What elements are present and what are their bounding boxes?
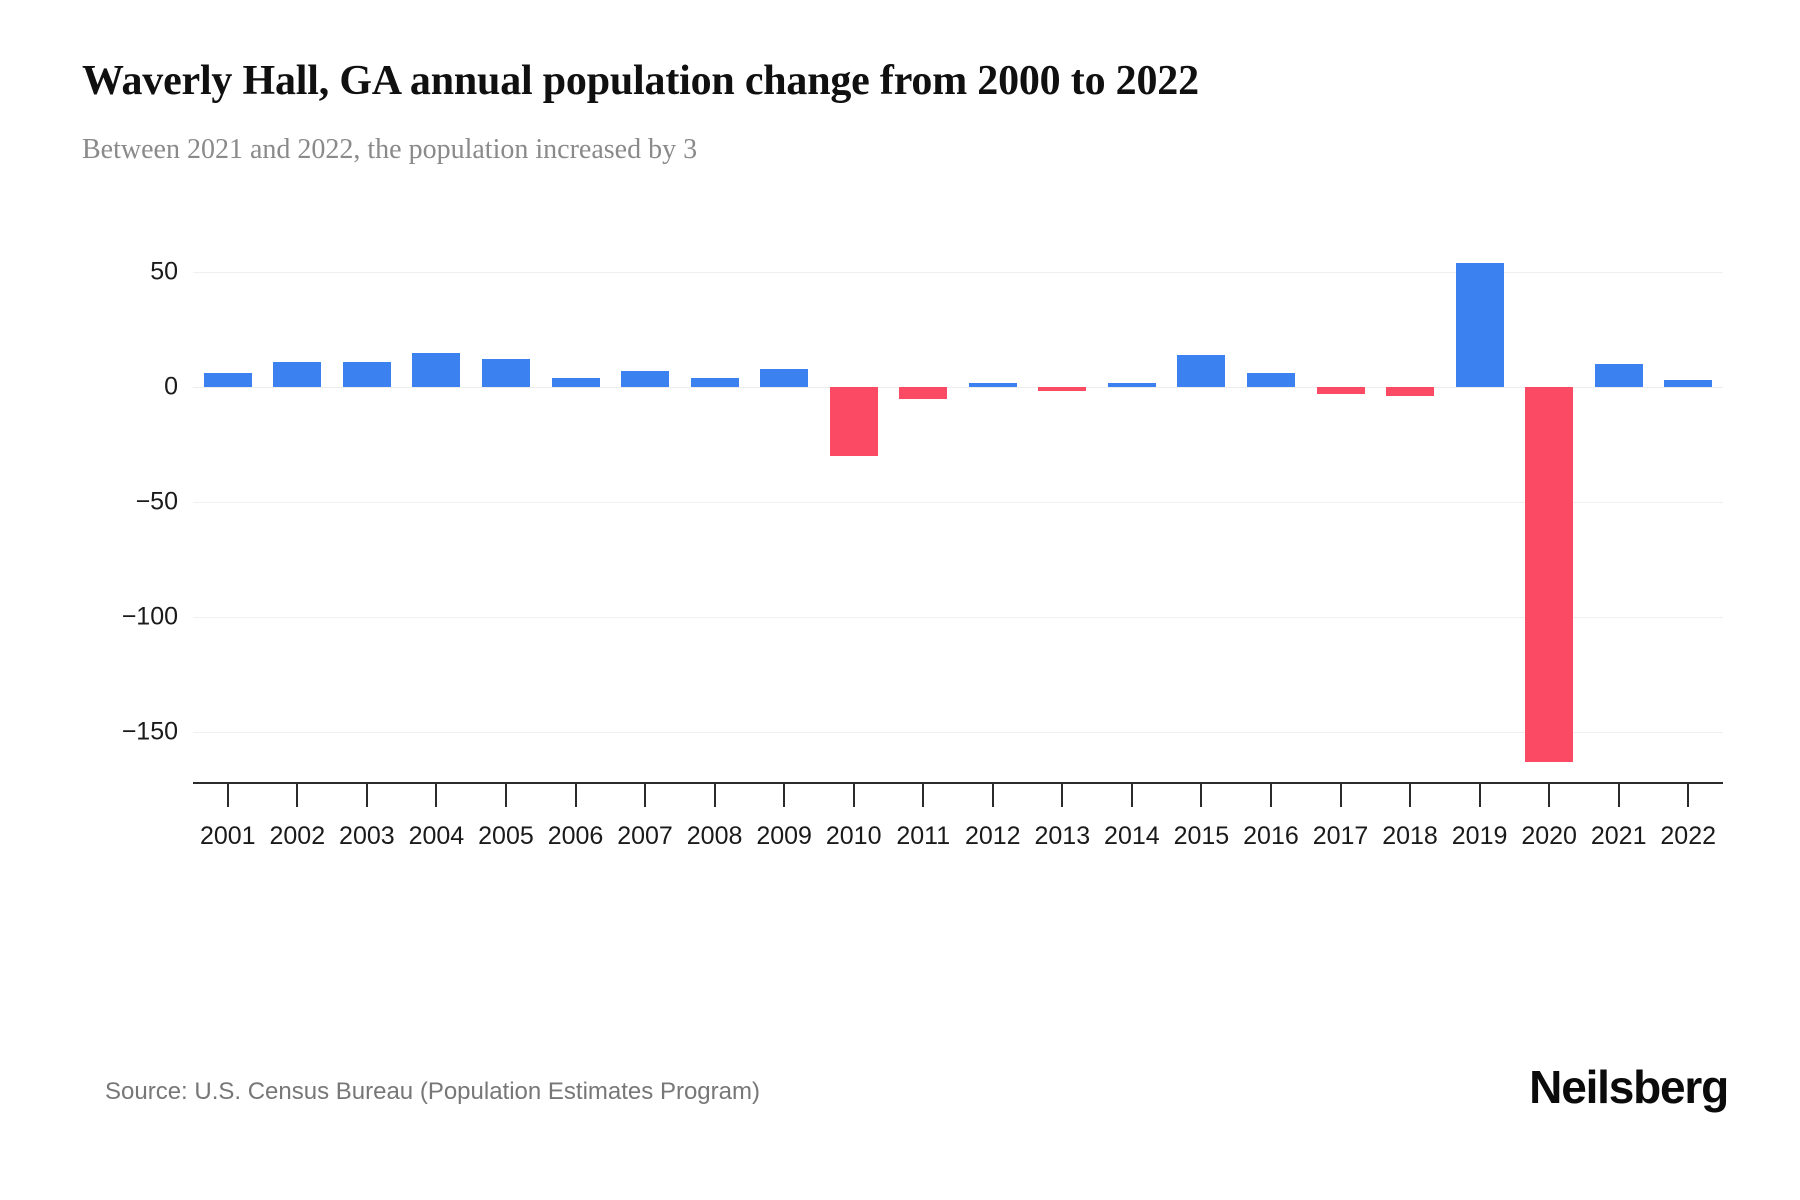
x-axis-tick-label: 2007 [617,822,673,850]
bar-2007[interactable] [621,370,670,387]
x-axis-tick [504,784,507,807]
x-axis-tick [1130,784,1133,807]
x-axis-tick [365,784,368,807]
gridline [193,502,1723,503]
bar-2013[interactable] [1038,387,1087,391]
y-axis-tick-label: −50 [135,487,178,516]
page-title: Waverly Hall, GA annual population chang… [82,58,1199,104]
gridline [193,732,1723,733]
x-axis-tick [1409,784,1412,807]
x-axis-tick [1269,784,1272,807]
bar-2003[interactable] [342,361,391,387]
x-axis-tick [435,784,438,807]
x-axis-tick [574,784,577,807]
x-axis-tick [783,784,786,807]
x-axis-tick-label: 2010 [825,822,882,850]
x-axis-tick-label: 2002 [269,822,326,850]
x-axis-tick [296,784,299,807]
x-axis-tick [1548,784,1551,807]
brand-logo: Neilsberg [1529,1061,1729,1113]
gridline [193,617,1723,618]
x-axis-tick-label: 2015 [1173,822,1230,850]
page-subtitle: Between 2021 and 2022, the population in… [82,134,698,165]
x-axis-tick-label: 2011 [896,822,951,850]
bar-2016[interactable] [1246,373,1295,387]
x-axis-tick-label: 2012 [964,822,1021,850]
y-axis-tick-label: 0 [164,372,178,401]
zero-gridline [193,387,1723,388]
bar-2014[interactable] [1107,383,1156,387]
x-axis-tick-label: 2005 [478,822,534,850]
x-axis-tick [1200,784,1203,807]
x-axis-tick-label: 2018 [1382,822,1438,850]
y-axis-tick-label: −150 [121,717,178,746]
x-axis-tick-label: 2009 [756,822,812,850]
bar-2019[interactable] [1455,262,1504,387]
x-axis-tick-label: 2022 [1660,822,1717,850]
source-note: Source: U.S. Census Bureau (Population E… [105,1078,760,1105]
x-axis-tick-label: 2017 [1312,822,1369,850]
bar-2020[interactable] [1525,387,1574,762]
bar-2018[interactable] [1386,387,1435,397]
bar-2010[interactable] [829,387,878,456]
x-axis-tick-label: 2004 [408,822,465,850]
bar-2015[interactable] [1177,354,1226,387]
x-axis-tick-label: 2001 [199,822,256,850]
x-axis-tick [1478,784,1481,807]
x-axis-tick [713,784,716,807]
y-axis-tick-label: 50 [150,257,178,286]
x-axis-tick-label: 2014 [1104,822,1160,850]
x-axis-tick [1617,784,1620,807]
bar-2002[interactable] [273,361,322,387]
x-axis-tick-label: 2016 [1243,822,1299,850]
bar-2006[interactable] [551,377,600,387]
y-axis-tick-label: −100 [121,602,178,631]
bar-2005[interactable] [481,359,530,387]
bar-2004[interactable] [412,352,461,387]
bar-2009[interactable] [760,368,809,387]
gridline [193,272,1723,273]
x-axis-tick-label: 2003 [339,822,395,850]
bar-2011[interactable] [899,387,948,399]
x-axis-line [193,782,1723,784]
x-axis-tick [1687,784,1690,807]
x-axis-tick-label: 2008 [686,822,743,850]
x-axis-tick [991,784,994,807]
x-axis-tick [644,784,647,807]
bar-2001[interactable] [203,373,252,387]
bar-2022[interactable] [1664,380,1713,387]
bar-2021[interactable] [1594,364,1643,387]
x-axis-tick [1339,784,1342,807]
x-axis-tick-label: 2013 [1034,822,1091,850]
bar-2017[interactable] [1316,387,1365,394]
plot-area: 50 0 −50 −100 −150 2001 2002 2003 2004 2005 2006 2… [122,250,1723,900]
bar-2008[interactable] [690,377,739,387]
x-axis-tick [226,784,229,807]
bar-series [193,250,1723,900]
x-axis-tick [852,784,855,807]
x-axis-tick-label: 2006 [547,822,604,850]
x-axis-tick-label: 2020 [1521,822,1577,850]
x-axis-tick-label: 2021 [1590,822,1647,850]
bar-2012[interactable] [968,383,1017,387]
x-axis-tick [1061,784,1064,807]
x-axis-tick [922,784,925,807]
x-axis-tick-label: 2019 [1451,822,1508,850]
